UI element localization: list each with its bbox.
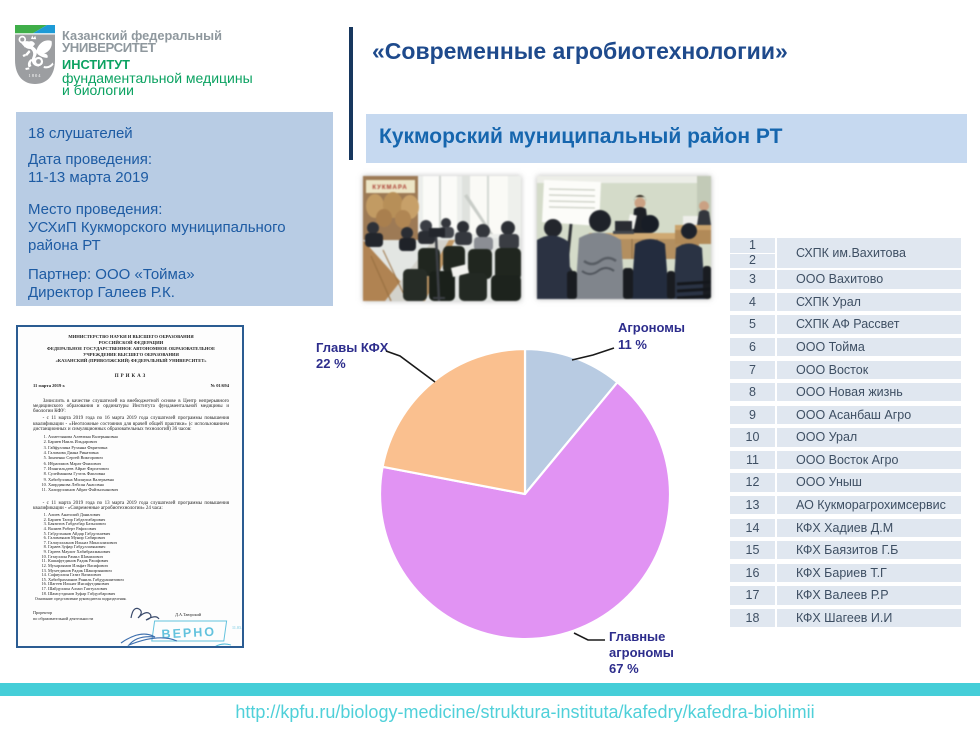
svg-text:КУКМАРА: КУКМАРА bbox=[372, 185, 407, 191]
svg-text:ВЕРНО: ВЕРНО bbox=[161, 625, 216, 642]
svg-text:11.03.19: 11.03.19 bbox=[232, 625, 243, 630]
svg-text:1804: 1804 bbox=[29, 73, 42, 78]
